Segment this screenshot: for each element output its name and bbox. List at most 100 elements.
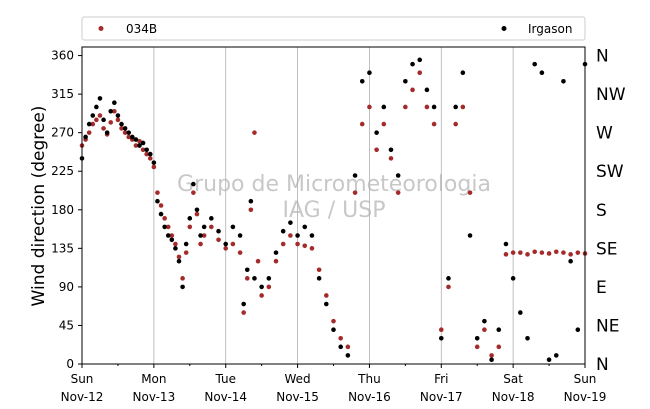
compass-label: W — [596, 124, 613, 144]
point-034b — [155, 190, 160, 195]
point-irgason — [144, 147, 149, 153]
x-tick-label-date: Nov-15 — [276, 390, 319, 404]
point-034b — [288, 233, 293, 238]
point-034b — [176, 254, 182, 260]
point-irgason — [259, 284, 264, 290]
point-034b — [158, 203, 164, 208]
point-irgason — [194, 207, 200, 213]
point-irgason — [453, 104, 458, 110]
point-034b — [388, 156, 394, 161]
point-034b — [126, 134, 132, 140]
point-034b — [460, 104, 466, 110]
point-irgason — [216, 228, 221, 234]
point-irgason — [388, 147, 394, 153]
point-034b — [209, 224, 214, 230]
x-tick-label-day: Sat — [503, 372, 523, 386]
point-034b — [266, 284, 272, 290]
point-034b — [489, 353, 494, 358]
point-034b — [94, 117, 99, 123]
point-034b — [119, 126, 124, 131]
point-irgason — [546, 357, 552, 363]
legend-label-034b: 034B — [126, 22, 157, 36]
point-034b — [280, 241, 286, 247]
point-irgason — [403, 78, 408, 84]
point-irgason — [223, 241, 229, 247]
point-034b — [133, 143, 139, 148]
point-irgason — [165, 233, 171, 238]
point-034b — [137, 138, 142, 144]
point-irgason — [288, 220, 293, 225]
point-irgason — [575, 327, 581, 333]
point-034b — [187, 224, 193, 230]
point-irgason — [359, 78, 365, 84]
point-034b — [237, 250, 243, 255]
point-irgason — [97, 96, 103, 101]
point-034b — [438, 327, 444, 333]
x-tick-label-day: Sun — [574, 372, 597, 386]
point-irgason — [367, 70, 372, 75]
point-034b — [295, 241, 300, 247]
point-034b — [216, 237, 221, 243]
point-034b — [180, 276, 185, 281]
point-034b — [302, 243, 308, 249]
point-irgason — [374, 130, 379, 135]
point-irgason — [460, 70, 466, 75]
point-irgason — [518, 310, 523, 315]
right-axis-compass: N NE E SE S SW W NW N — [596, 47, 626, 375]
point-irgason — [381, 104, 387, 110]
point-034b — [90, 121, 96, 127]
x-tick-label-date: Nov-14 — [204, 390, 247, 404]
point-irgason — [119, 121, 124, 127]
data-points — [79, 57, 588, 363]
point-034b — [539, 250, 545, 255]
x-tick-label-date: Nov-12 — [61, 390, 104, 404]
point-034b — [183, 250, 189, 255]
point-034b — [338, 336, 343, 341]
legend: 034B Irgason — [81, 16, 586, 41]
watermark-line-2: IAG / USP — [283, 198, 386, 223]
watermark: Grupo de Micrometeorologia IAG / USP — [177, 172, 491, 223]
legend-marker-034b — [98, 26, 104, 31]
point-irgason — [244, 267, 250, 273]
point-034b — [122, 130, 128, 135]
point-034b — [525, 252, 530, 257]
point-irgason — [94, 104, 99, 110]
point-034b — [115, 117, 121, 123]
point-034b — [553, 249, 559, 255]
point-034b — [503, 252, 509, 257]
legend-label-irgason: Irgason — [528, 22, 572, 36]
y-tick-label: 225 — [51, 164, 74, 178]
point-irgason — [252, 276, 257, 281]
point-034b — [108, 120, 114, 125]
x-tick-label-day: Sun — [71, 372, 94, 386]
point-irgason — [532, 61, 537, 67]
point-irgason — [104, 130, 110, 135]
point-034b — [309, 246, 315, 251]
point-034b — [367, 104, 372, 110]
point-034b — [86, 130, 92, 135]
point-034b — [568, 252, 573, 257]
point-irgason — [503, 241, 509, 247]
compass-label: NE — [596, 316, 619, 336]
x-tick-label-date: Nov-13 — [133, 390, 176, 404]
y-tick-label: 315 — [51, 87, 74, 101]
point-irgason — [331, 327, 336, 333]
x-tick-label-date: Nov-19 — [564, 390, 607, 404]
point-034b — [101, 126, 106, 131]
point-034b — [165, 224, 171, 230]
point-034b — [316, 267, 322, 273]
grid-lines — [153, 47, 514, 364]
point-irgason — [187, 216, 193, 221]
point-irgason — [198, 233, 203, 238]
point-irgason — [162, 224, 167, 230]
x-tick-label-day: Wed — [284, 372, 310, 386]
series-034b — [79, 70, 588, 358]
y-tick-label: 45 — [59, 318, 74, 332]
point-irgason — [201, 224, 207, 230]
point-irgason — [324, 301, 329, 307]
point-irgason — [180, 284, 185, 290]
point-034b — [112, 108, 117, 114]
point-irgason — [316, 276, 322, 281]
point-irgason — [309, 233, 315, 238]
